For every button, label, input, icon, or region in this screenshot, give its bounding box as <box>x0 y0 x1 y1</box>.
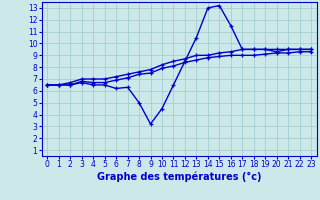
X-axis label: Graphe des températures (°c): Graphe des températures (°c) <box>97 172 261 182</box>
